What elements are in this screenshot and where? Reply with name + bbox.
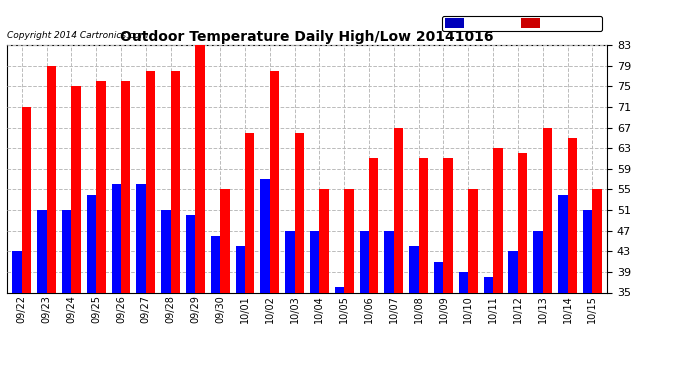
Bar [270, 71, 279, 292]
Bar [509, 251, 518, 292]
Bar [285, 231, 295, 292]
Bar [319, 189, 329, 292]
Bar [543, 128, 552, 292]
Bar [220, 189, 230, 292]
Bar [469, 189, 477, 292]
Legend: Low  (°F), High  (°F): Low (°F), High (°F) [442, 15, 602, 31]
Bar [37, 210, 47, 292]
Bar [121, 81, 130, 292]
Bar [195, 45, 205, 292]
Bar [592, 189, 602, 292]
Bar [87, 195, 96, 292]
Bar [335, 287, 344, 292]
Bar [384, 231, 394, 292]
Title: Outdoor Temperature Daily High/Low 20141016: Outdoor Temperature Daily High/Low 20141… [120, 30, 494, 44]
Bar [170, 71, 180, 292]
Bar [211, 236, 220, 292]
Bar [419, 158, 428, 292]
Bar [459, 272, 469, 292]
Bar [112, 184, 121, 292]
Bar [567, 138, 577, 292]
Bar [96, 81, 106, 292]
Bar [369, 158, 379, 292]
Bar [394, 128, 403, 292]
Bar [409, 246, 419, 292]
Bar [359, 231, 369, 292]
Bar [161, 210, 170, 292]
Bar [344, 189, 354, 292]
Bar [235, 246, 245, 292]
Bar [493, 148, 502, 292]
Bar [558, 195, 567, 292]
Bar [71, 86, 81, 292]
Bar [310, 231, 319, 292]
Bar [260, 179, 270, 292]
Bar [518, 153, 527, 292]
Bar [12, 251, 22, 292]
Bar [533, 231, 543, 292]
Bar [62, 210, 71, 292]
Text: Copyright 2014 Cartronics.com: Copyright 2014 Cartronics.com [7, 31, 148, 40]
Bar [146, 71, 155, 292]
Bar [484, 277, 493, 292]
Bar [444, 158, 453, 292]
Bar [583, 210, 592, 292]
Bar [22, 107, 31, 292]
Bar [245, 133, 255, 292]
Bar [295, 133, 304, 292]
Bar [434, 262, 444, 292]
Bar [137, 184, 146, 292]
Bar [47, 66, 56, 292]
Bar [186, 215, 195, 292]
